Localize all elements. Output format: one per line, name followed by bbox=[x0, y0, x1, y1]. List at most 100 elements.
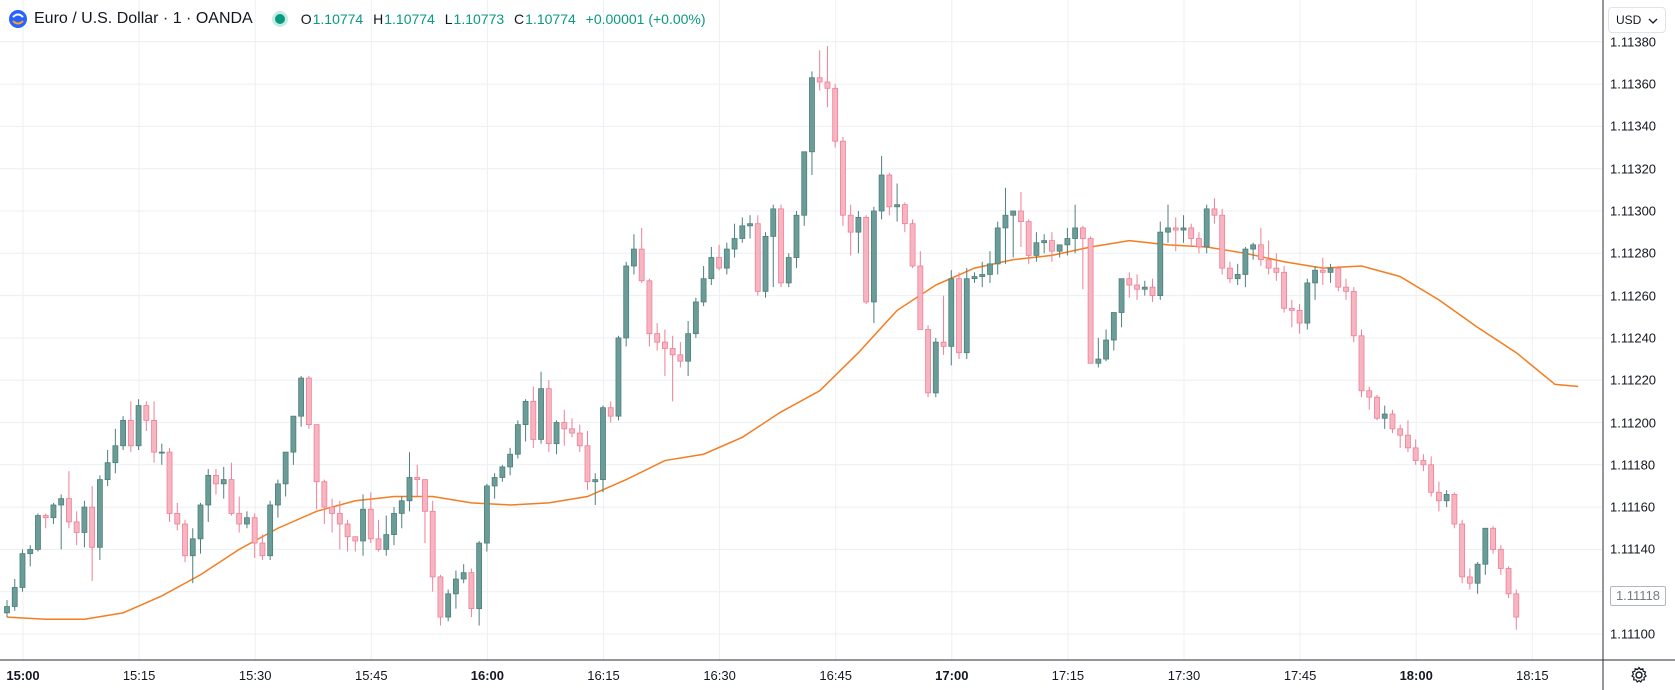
candle[interactable] bbox=[1505, 566, 1512, 599]
candle[interactable] bbox=[785, 253, 792, 288]
candle[interactable] bbox=[561, 409, 568, 446]
candle[interactable] bbox=[1335, 265, 1342, 292]
candle[interactable] bbox=[971, 272, 978, 283]
candle[interactable] bbox=[793, 211, 800, 269]
candle[interactable] bbox=[151, 401, 157, 463]
candle[interactable] bbox=[1211, 198, 1218, 224]
candle[interactable] bbox=[855, 211, 862, 254]
candle[interactable] bbox=[1196, 232, 1202, 254]
candle[interactable] bbox=[716, 244, 722, 271]
candle[interactable] bbox=[1389, 409, 1396, 434]
candle[interactable] bbox=[1459, 519, 1466, 584]
candle[interactable] bbox=[205, 469, 212, 522]
candle[interactable] bbox=[453, 570, 459, 609]
candle[interactable] bbox=[1149, 278, 1156, 302]
candle[interactable] bbox=[1397, 424, 1404, 448]
candle[interactable] bbox=[669, 335, 676, 402]
candle[interactable] bbox=[522, 399, 529, 442]
candle[interactable] bbox=[894, 183, 900, 222]
candle[interactable] bbox=[73, 511, 80, 546]
candle[interactable] bbox=[375, 519, 382, 552]
candle[interactable] bbox=[762, 232, 769, 298]
candle[interactable] bbox=[1405, 420, 1411, 453]
candle[interactable] bbox=[460, 564, 467, 584]
candle[interactable] bbox=[646, 278, 653, 347]
candle[interactable] bbox=[925, 325, 931, 398]
candle[interactable] bbox=[429, 500, 436, 592]
candle[interactable] bbox=[1203, 204, 1210, 254]
candle[interactable] bbox=[553, 420, 560, 455]
candle[interactable] bbox=[917, 251, 924, 330]
candle[interactable] bbox=[1018, 191, 1024, 247]
candle[interactable] bbox=[344, 519, 351, 552]
candle[interactable] bbox=[1025, 219, 1032, 264]
candle[interactable] bbox=[1141, 280, 1148, 296]
candle[interactable] bbox=[1420, 454, 1427, 472]
candle[interactable] bbox=[437, 574, 444, 626]
candle[interactable] bbox=[1227, 261, 1233, 283]
candle[interactable] bbox=[1358, 329, 1365, 398]
candle[interactable] bbox=[476, 540, 483, 626]
candle[interactable] bbox=[50, 502, 57, 525]
candle[interactable] bbox=[1242, 246, 1249, 288]
currency-select-button[interactable]: USD bbox=[1608, 7, 1666, 33]
candle[interactable] bbox=[1250, 242, 1257, 260]
candle[interactable] bbox=[692, 297, 699, 338]
candle[interactable] bbox=[1033, 232, 1040, 262]
candle[interactable] bbox=[1056, 244, 1063, 258]
candle[interactable] bbox=[700, 265, 707, 307]
candle[interactable] bbox=[1374, 395, 1380, 421]
candle[interactable] bbox=[723, 242, 730, 275]
candle[interactable] bbox=[801, 151, 808, 226]
candles-layer[interactable] bbox=[4, 46, 1520, 630]
candle[interactable] bbox=[1041, 234, 1048, 254]
candle[interactable] bbox=[35, 513, 41, 552]
candle[interactable] bbox=[847, 204, 854, 256]
candle[interactable] bbox=[932, 337, 939, 398]
candle[interactable] bbox=[329, 498, 335, 533]
candle[interactable] bbox=[360, 494, 366, 556]
candle[interactable] bbox=[832, 84, 839, 148]
candle[interactable] bbox=[1327, 263, 1334, 283]
candle[interactable] bbox=[321, 479, 328, 525]
candle[interactable] bbox=[1497, 545, 1504, 575]
candle[interactable] bbox=[1312, 265, 1318, 300]
candle[interactable] bbox=[731, 223, 738, 258]
candle[interactable] bbox=[994, 221, 1001, 275]
candle[interactable] bbox=[1428, 456, 1435, 497]
candle[interactable] bbox=[1157, 221, 1164, 300]
symbol-title[interactable]: Euro / U.S. Dollar · 1 · OANDA bbox=[34, 10, 253, 27]
candle[interactable] bbox=[878, 156, 885, 220]
candle[interactable] bbox=[677, 342, 684, 368]
candle[interactable] bbox=[1381, 405, 1388, 429]
candle[interactable] bbox=[1343, 278, 1349, 300]
candle[interactable] bbox=[530, 386, 537, 448]
candle[interactable] bbox=[909, 219, 916, 269]
candle[interactable] bbox=[282, 451, 289, 497]
candle[interactable] bbox=[58, 494, 65, 550]
candle[interactable] bbox=[1165, 204, 1171, 243]
candle[interactable] bbox=[956, 272, 962, 360]
candle[interactable] bbox=[870, 206, 877, 324]
candle[interactable] bbox=[545, 380, 552, 453]
candle[interactable] bbox=[1482, 527, 1489, 575]
candle[interactable] bbox=[576, 424, 583, 453]
candle[interactable] bbox=[754, 215, 761, 296]
candle[interactable] bbox=[747, 215, 753, 239]
candle[interactable] bbox=[507, 447, 514, 476]
candle[interactable] bbox=[220, 466, 227, 499]
candle[interactable] bbox=[96, 475, 103, 560]
candle[interactable] bbox=[1288, 299, 1295, 328]
candle[interactable] bbox=[514, 420, 521, 459]
candle[interactable] bbox=[1087, 236, 1094, 364]
candle[interactable] bbox=[158, 443, 165, 465]
candle[interactable] bbox=[1064, 227, 1071, 256]
candle[interactable] bbox=[1118, 278, 1125, 328]
candle[interactable] bbox=[770, 204, 777, 288]
candle[interactable] bbox=[1234, 263, 1241, 286]
candle[interactable] bbox=[886, 172, 893, 216]
candle[interactable] bbox=[987, 251, 993, 283]
candle[interactable] bbox=[182, 519, 188, 563]
candle[interactable] bbox=[1443, 490, 1450, 508]
